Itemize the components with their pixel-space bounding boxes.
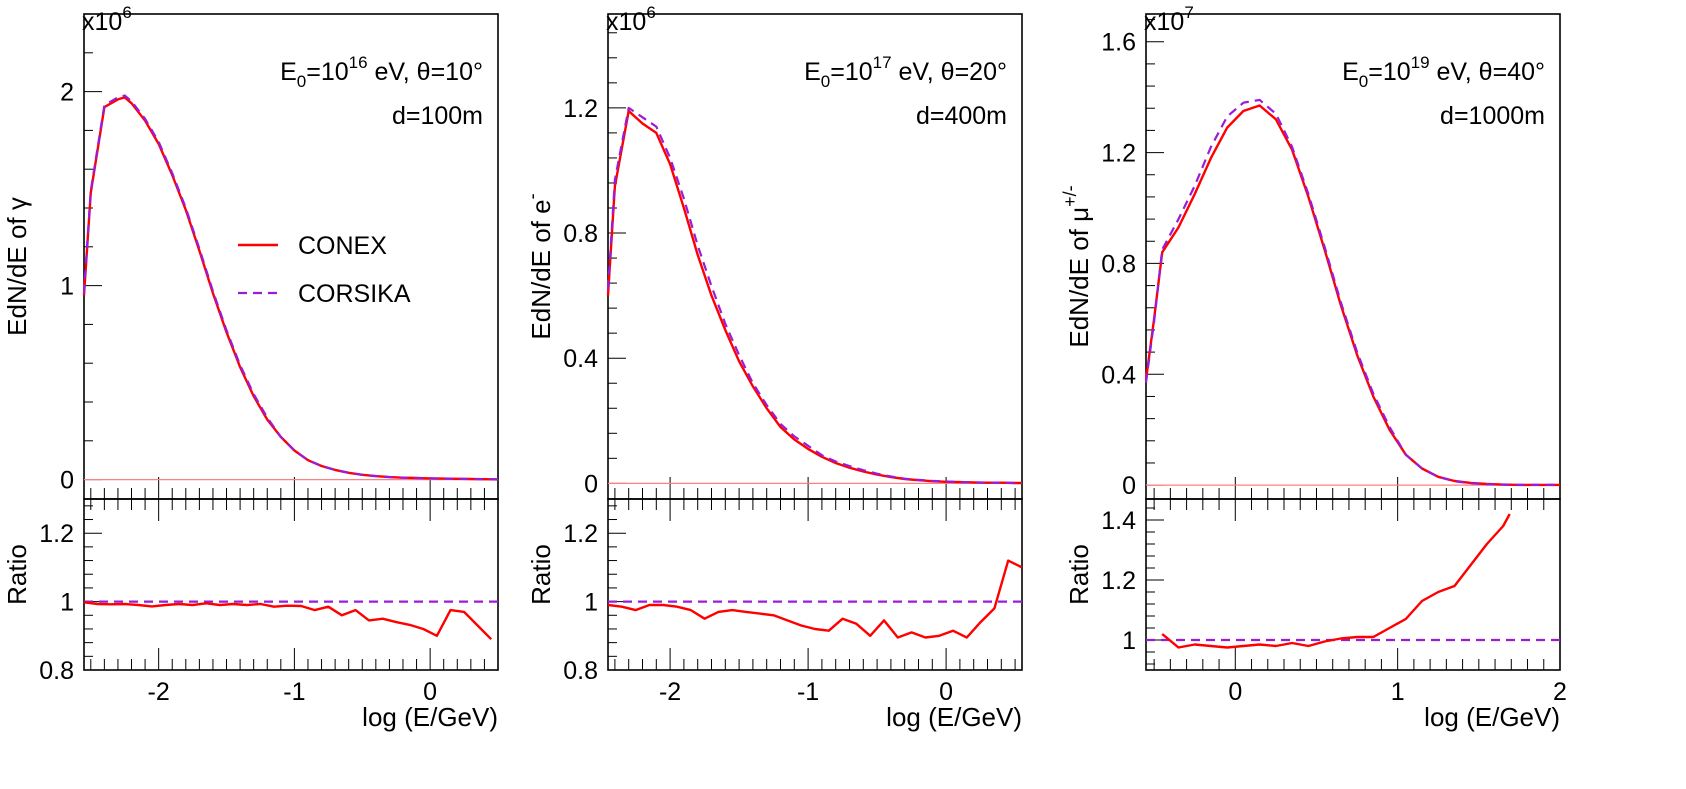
y-tick-label: 0 [584, 470, 598, 498]
annotation-exp: 17 [873, 53, 892, 72]
y-label-particle: e [526, 199, 556, 213]
ratio-tick-label: 0.8 [563, 657, 598, 685]
y-label-main: EdN/dE of [2, 210, 32, 336]
y-tick-label: 1.2 [563, 95, 598, 123]
y-label-main: EdN/dE of [1064, 222, 1094, 348]
x-tick-label: -2 [148, 678, 170, 706]
ratio-tick-label: 1 [1122, 627, 1136, 655]
ratio-tick-label: 1 [60, 589, 74, 617]
distance-annotation: d=100m [392, 102, 483, 130]
x-tick-label: 0 [423, 678, 437, 706]
y-multiplier: x107 [1144, 3, 1194, 36]
legend: CONEX CORSIKA [238, 232, 411, 308]
annotation-exp: 16 [349, 53, 368, 72]
y-axis-label: EdN/dE of γ [2, 197, 32, 336]
y-tick-label: 1.6 [1101, 29, 1136, 57]
legend-corsika-label: CORSIKA [298, 280, 411, 308]
annotation-rest: eV, θ=10° [368, 58, 483, 86]
y-multiplier: x106 [606, 3, 656, 36]
y-multiplier: x106 [82, 3, 132, 36]
ratio-plot-frame [607, 498, 1023, 671]
y-label-particle-sup: - [522, 193, 542, 199]
x-axis-label: log (E/GeV) [362, 702, 498, 732]
ratio-tick-label: 1.2 [1101, 567, 1136, 595]
multiplier-exp: 7 [1184, 3, 1193, 22]
annotation-e: E [804, 58, 821, 86]
ratio-plot-frame [83, 498, 499, 671]
multiplier-base: x10 [606, 8, 646, 36]
y-label-particle: γ [2, 197, 32, 210]
ratio-axis-label: Ratio [526, 544, 556, 605]
series-corsika-line [1144, 98, 1560, 486]
x-tick-label: -1 [797, 678, 819, 706]
x-tick-label: -2 [659, 678, 681, 706]
multiplier-exp: 6 [646, 3, 655, 22]
y-label-main: EdN/dE of [526, 214, 556, 340]
multiplier-exp: 6 [122, 3, 131, 22]
y-tick-label: 1 [60, 273, 74, 301]
y-tick-label: 0.8 [1101, 250, 1136, 278]
x-axis-label: log (E/GeV) [1424, 702, 1560, 732]
series-conex-line [606, 109, 1022, 485]
y-tick-label: 0.8 [563, 220, 598, 248]
y-tick-label: 0.4 [1101, 361, 1136, 389]
series-corsika-line [606, 106, 1022, 485]
y-tick-label: 1.2 [1101, 140, 1136, 168]
series-corsika-line [82, 94, 499, 481]
ratio-tick-label: 1 [584, 589, 598, 617]
legend-conex-label: CONEX [298, 232, 387, 260]
y-tick-label: 0 [1122, 472, 1136, 500]
ratio-tick-label: 1.2 [39, 520, 74, 548]
y-tick-label: 2 [60, 79, 74, 107]
top-plot-frame [1145, 13, 1561, 500]
energy-angle-annotation: E0=1017 eV, θ=20° [804, 53, 1007, 91]
annotation-e: E [1342, 58, 1359, 86]
y-label-particle: μ [1064, 207, 1094, 222]
y-axis-label: EdN/dE of e- [522, 193, 556, 339]
ratio-conex-line [1161, 513, 1511, 649]
annotation-rest: eV, θ=20° [892, 58, 1007, 86]
x-axis-label: log (E/GeV) [886, 702, 1022, 732]
ratio-tick-label: 1.2 [563, 520, 598, 548]
energy-angle-annotation: E0=1016 eV, θ=10° [280, 53, 483, 91]
series-conex-line [1144, 104, 1560, 487]
annotation-e-sub: 0 [1359, 72, 1368, 91]
annotation-e-sub: 0 [821, 72, 830, 91]
series-conex-line [82, 96, 499, 481]
x-tick-label: 0 [1228, 678, 1242, 706]
y-label-particle-sup: +/- [1060, 185, 1080, 207]
y-tick-label: 0 [60, 467, 74, 495]
ratio-tick-label: 0.8 [39, 657, 74, 685]
energy-angle-annotation: E0=1019 eV, θ=40° [1342, 53, 1545, 91]
top-plot-frame [83, 13, 499, 500]
x-tick-label: -1 [283, 678, 305, 706]
x-tick-label: 0 [939, 678, 953, 706]
y-axis-label: EdN/dE of μ+/- [1060, 185, 1094, 347]
ratio-tick-label: 1.4 [1101, 507, 1136, 535]
multiplier-base: x10 [1144, 8, 1184, 36]
annotation-e-sub: 0 [297, 72, 306, 91]
ratio-axis-label: Ratio [1064, 544, 1094, 605]
annotation-eq: =10 [306, 58, 348, 86]
annotation-eq: =10 [1368, 58, 1410, 86]
annotation-eq: =10 [830, 58, 872, 86]
multiplier-base: x10 [82, 8, 122, 36]
ratio-conex-line [84, 601, 493, 641]
distance-annotation: d=1000m [1440, 102, 1545, 130]
y-tick-label: 0.4 [563, 345, 598, 373]
distance-annotation: d=400m [916, 102, 1007, 130]
annotation-e: E [280, 58, 297, 86]
annotation-rest: eV, θ=40° [1430, 58, 1545, 86]
ratio-conex-line [608, 559, 1022, 639]
annotation-exp: 19 [1411, 53, 1430, 72]
top-plot-frame [607, 13, 1023, 500]
ratio-axis-label: Ratio [2, 544, 32, 605]
x-tick-label: 2 [1553, 678, 1567, 706]
x-tick-label: 1 [1391, 678, 1405, 706]
ratio-plot-frame [1145, 498, 1561, 671]
